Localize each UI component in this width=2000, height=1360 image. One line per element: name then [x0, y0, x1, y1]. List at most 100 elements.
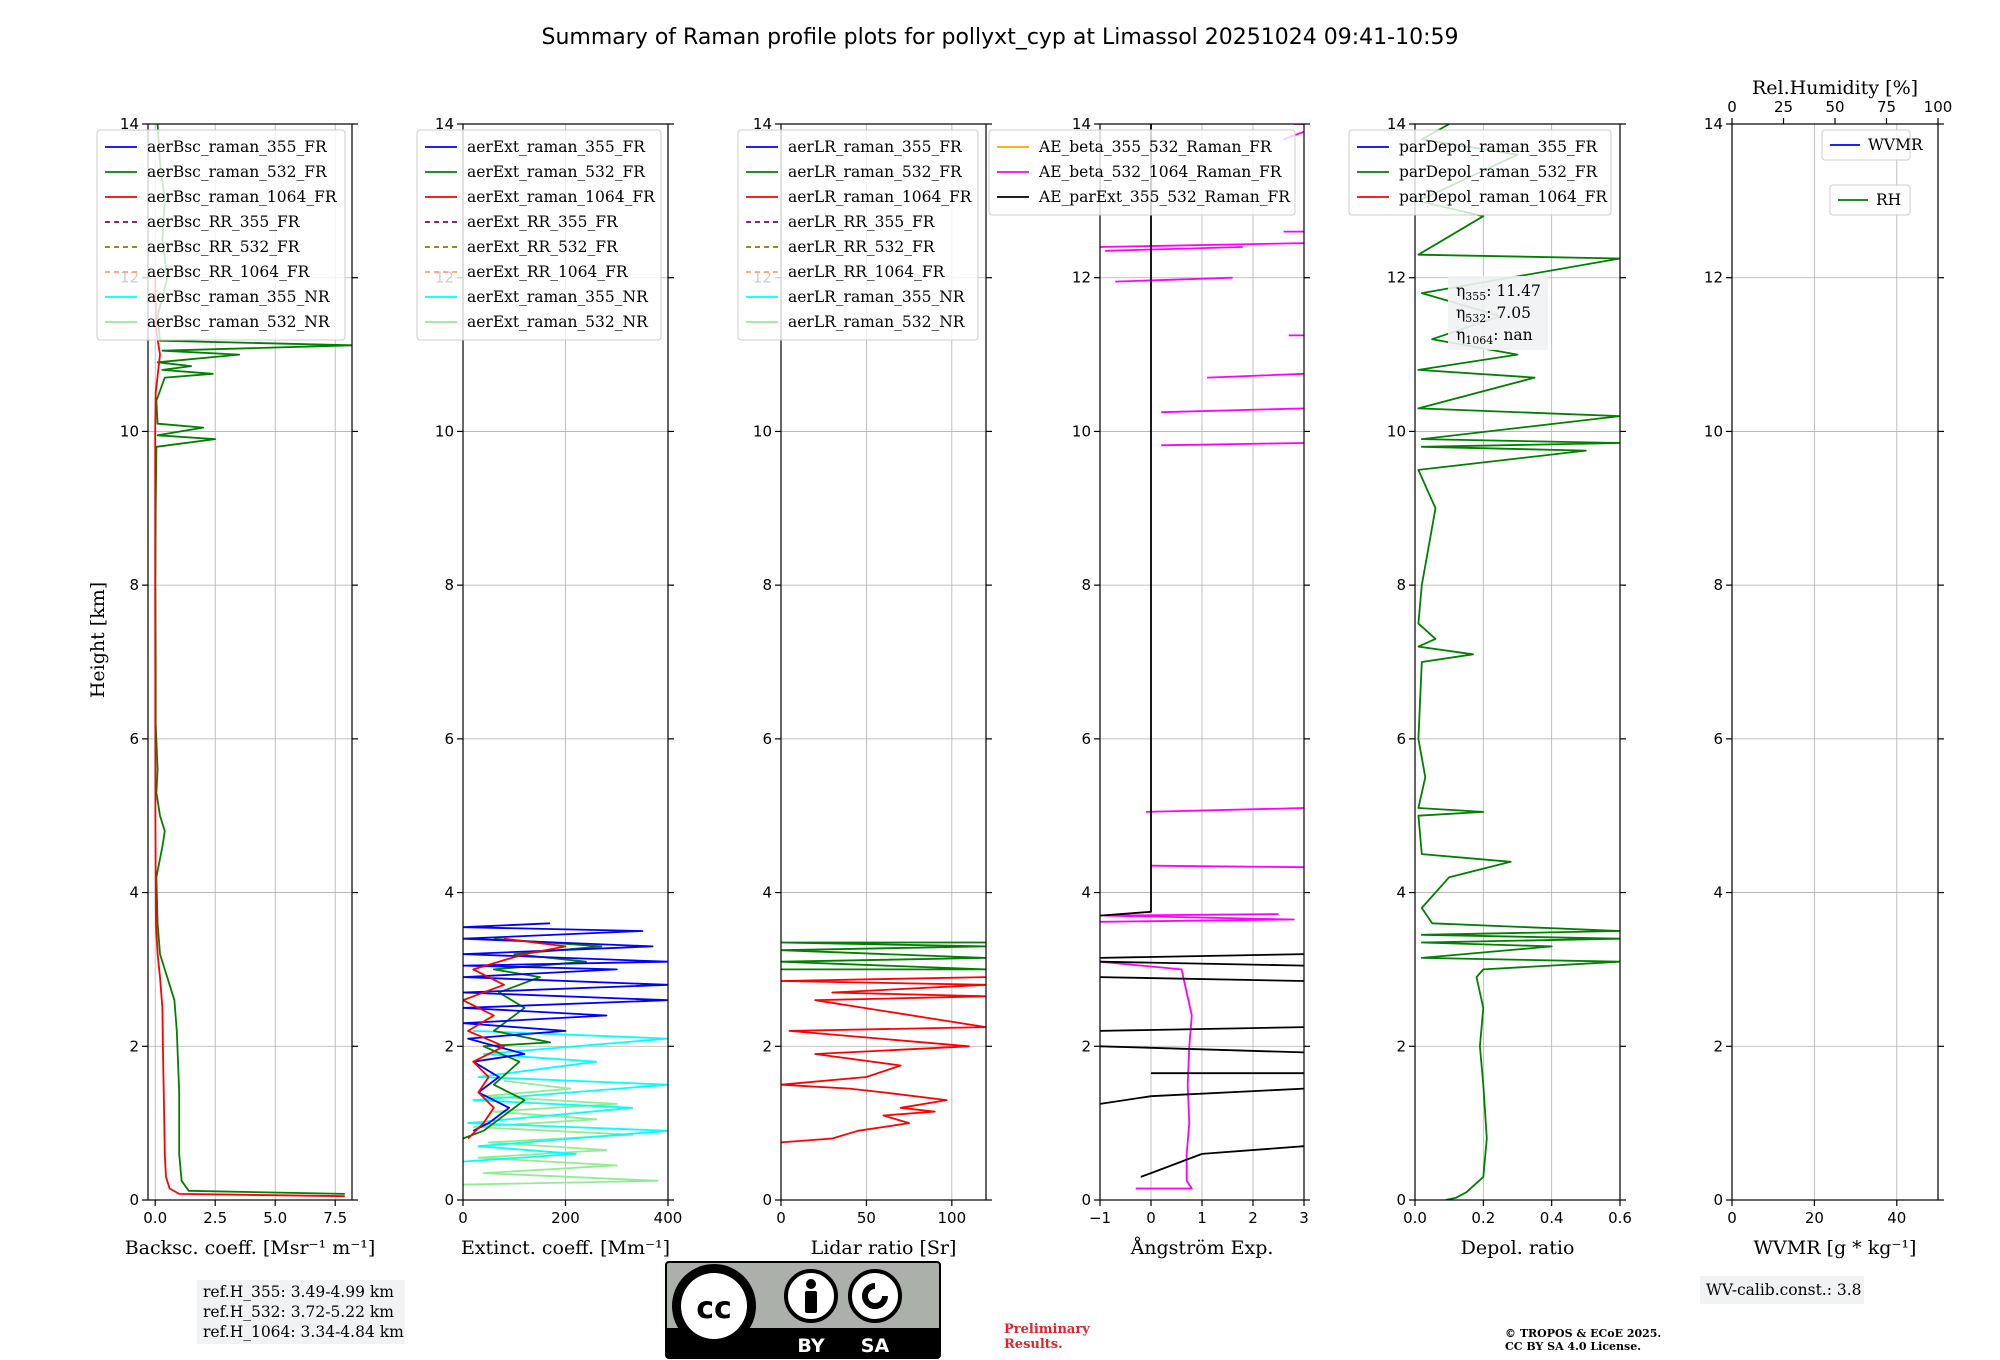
- y-tick-label: 4: [129, 884, 139, 902]
- legend-label: AE_beta_532_1064_Raman_FR: [1038, 163, 1283, 181]
- series-line-aerLR_raman_1064_FR: [781, 976, 986, 1144]
- y-tick-label: 10: [1072, 422, 1091, 440]
- legend-label: aerExt_RR_355_FR: [467, 213, 619, 231]
- series-line-parDepol_raman_532_FR: [1417, 124, 1620, 1200]
- y-tick-label: 8: [444, 576, 454, 594]
- legend-label: aerExt_raman_1064_FR: [467, 188, 656, 206]
- panel-lr: 02468101214050100Lidar ratio [Sr]aerLR_r…: [737, 115, 992, 1259]
- y-tick-label: 0: [1081, 1191, 1091, 1209]
- wv-calib-text: WV-calib.const.: 3.8: [1706, 1281, 1862, 1299]
- figure-title: Summary of Raman profile plots for polly…: [542, 25, 1459, 50]
- series-line-AE_beta_532_1064_Raman_FR: [1100, 960, 1193, 1190]
- series-line-aerExt_raman_355_FR: [463, 922, 668, 1132]
- axes-frame: [1731, 123, 1939, 1201]
- series-group: [781, 941, 986, 1144]
- axes-frame: [780, 123, 987, 1201]
- legend-label: aerBsc_raman_532_FR: [147, 163, 328, 181]
- x-tick-label: 40: [1887, 1209, 1906, 1227]
- legend-label: aerLR_raman_355_FR: [788, 138, 963, 156]
- y-tick-label: 14: [120, 115, 139, 133]
- top-x-tick-label: 50: [1825, 98, 1844, 116]
- legend-box: [96, 129, 346, 341]
- legend-label: aerLR_raman_532_NR: [788, 313, 966, 331]
- top-x-tick-label: 100: [1924, 98, 1953, 116]
- y-tick-label: 14: [1387, 115, 1406, 133]
- cc-license-badge: cc BY SA: [665, 1261, 941, 1359]
- y-tick-label: 6: [1081, 730, 1091, 748]
- y-tick-label: 8: [1396, 576, 1406, 594]
- y-tick-label: 10: [435, 422, 454, 440]
- axes-frame: [1414, 123, 1621, 1201]
- series-line-aerExt_raman_355_NR: [463, 1030, 668, 1163]
- y-tick-label: 2: [1396, 1037, 1406, 1055]
- ref-height-box: [197, 1280, 405, 1344]
- y-tick-label: 0: [1713, 1191, 1723, 1209]
- y-tick-label: 12: [1704, 269, 1723, 287]
- ref-height-text: ref.H_532: 3.72-5.22 km: [203, 1303, 394, 1321]
- legend: WVMR RH: [1821, 129, 1924, 216]
- legend-label: AE_parExt_355_532_Raman_FR: [1038, 188, 1291, 206]
- legend-label: aerExt_raman_532_NR: [467, 313, 649, 331]
- legend-box: [416, 129, 662, 341]
- y-tick-label: 8: [1713, 576, 1723, 594]
- legend-label: aerBsc_RR_1064_FR: [147, 263, 311, 281]
- y-tick-label: 6: [1713, 730, 1723, 748]
- sa-arrow-icon: [862, 1283, 888, 1309]
- badge-sa-label: SA: [861, 1335, 890, 1357]
- x-tick-label: 2.5: [203, 1209, 227, 1227]
- y-tick-label: 0: [1396, 1191, 1406, 1209]
- ref-height-text: ref.H_355: 3.49-4.99 km: [203, 1283, 394, 1301]
- by-person-body: [805, 1291, 817, 1313]
- y-tick-label: 4: [444, 884, 454, 902]
- x-axis-label: WVMR [g * kg⁻¹]: [1754, 1237, 1917, 1259]
- legend-label: WVMR: [1868, 136, 1924, 154]
- legend-label: AE_beta_355_532_Raman_FR: [1038, 138, 1273, 156]
- top-x-tick-label: 0: [1727, 98, 1737, 116]
- x-tick-label: 7.5: [323, 1209, 347, 1227]
- y-tick-label: 2: [129, 1037, 139, 1055]
- axes-frame: [147, 123, 353, 1201]
- copyright-note: © TROPOS & ECoE 2025. CC BY SA 4.0 Licen…: [1505, 1327, 1661, 1353]
- y-tick-label: 14: [1072, 115, 1091, 133]
- y-tick-label: 10: [1387, 422, 1406, 440]
- legend-label: RH: [1876, 191, 1901, 209]
- legend-label: aerLR_RR_1064_FR: [788, 263, 946, 281]
- copyright-line-1: © TROPOS & ECoE 2025.: [1505, 1327, 1662, 1340]
- legend-label: aerLR_raman_355_NR: [788, 288, 966, 306]
- x-tick-label: −1: [1089, 1209, 1111, 1227]
- x-tick-label: 50: [857, 1209, 876, 1227]
- y-tick-label: 6: [129, 730, 139, 748]
- legend-label: aerBsc_RR_355_FR: [147, 213, 301, 231]
- sa-share-icon: [848, 1269, 902, 1323]
- series-line-aerBsc_raman_1064_FR: [154, 277, 345, 1198]
- x-tick-label: 0.2: [1471, 1209, 1495, 1227]
- x-axis-label: Ångström Exp.: [1130, 1237, 1274, 1259]
- x-tick-label: 0.6: [1608, 1209, 1632, 1227]
- series-line-aerExt_raman_532_FR: [463, 937, 603, 1140]
- legend-box: [1829, 184, 1911, 216]
- preliminary-note: Preliminary Results.: [1004, 1322, 1090, 1352]
- y-axis-label: Height [km]: [87, 582, 109, 698]
- y-tick-label: 10: [120, 422, 139, 440]
- legend-box: [988, 129, 1296, 216]
- legend-label: aerExt_RR_532_FR: [467, 238, 619, 256]
- x-tick-label: 20: [1805, 1209, 1824, 1227]
- wv-calib-box: [1700, 1276, 1864, 1304]
- x-tick-label: 3: [1299, 1209, 1309, 1227]
- cc-icon-text: cc: [696, 1291, 732, 1326]
- y-tick-label: 0: [762, 1191, 772, 1209]
- x-tick-label: 0: [776, 1209, 786, 1227]
- legend-label: aerBsc_raman_1064_FR: [147, 188, 338, 206]
- legend-box: [1348, 129, 1612, 216]
- by-person-head: [806, 1279, 816, 1289]
- legend-label: aerLR_raman_532_FR: [788, 163, 963, 181]
- legend-label: aerExt_raman_355_NR: [467, 288, 649, 306]
- legend-label: aerBsc_raman_355_FR: [147, 138, 328, 156]
- legend-box: [1821, 129, 1911, 161]
- x-tick-label: 1: [1197, 1209, 1207, 1227]
- series-line-AE_parExt_355_532_Raman_FR: [1100, 124, 1304, 1178]
- legend: parDepol_raman_355_FR parDepol_raman_532_…: [1348, 129, 1612, 216]
